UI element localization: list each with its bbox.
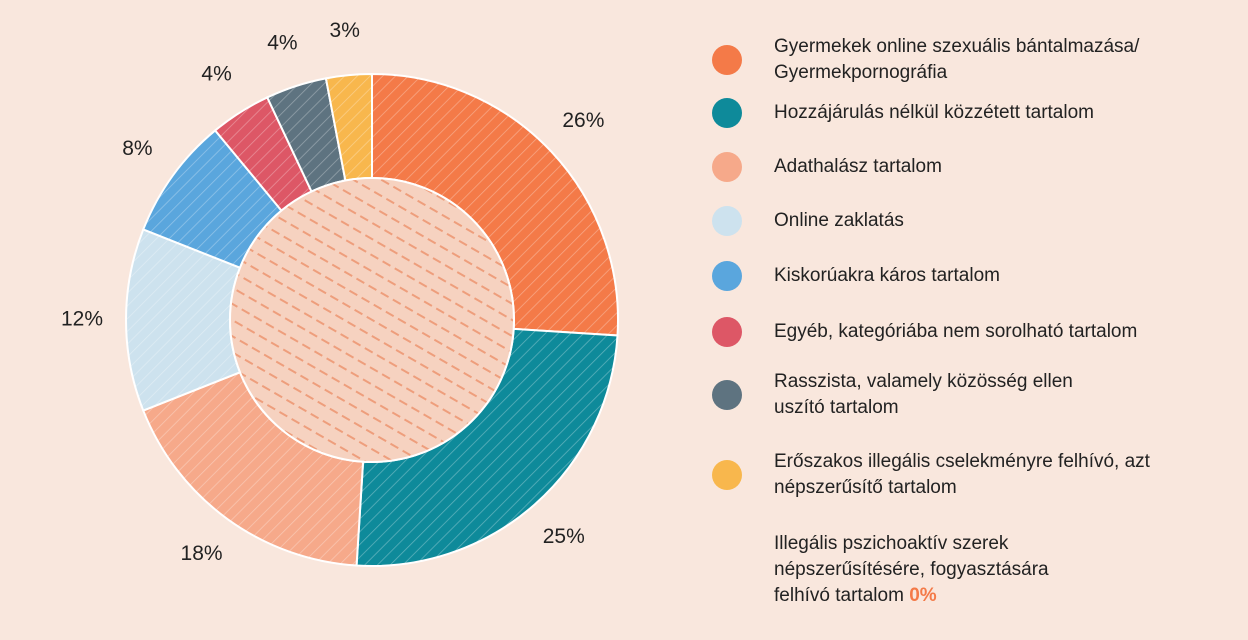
legend-item: Illegális pszichoaktív szerek népszerűsí… [712, 531, 1102, 609]
slice-hatch [126, 229, 240, 411]
legend-label: Rasszista, valamely közösség ellen uszít… [774, 369, 1112, 421]
legend-item: Hozzájárulás nélkül közzétett tartalom [712, 98, 1212, 128]
slice-label: 12% [61, 308, 103, 331]
slice-hatch [267, 78, 346, 192]
legend-text: Kiskorúakra káros tartalom [774, 265, 1000, 286]
legend-text: Rasszista, valamely közösség ellen uszít… [774, 371, 1073, 418]
legend-item: Erőszakos illegális cselekményre felhívó… [712, 449, 1182, 501]
legend-label: Online zaklatás [774, 208, 904, 234]
donut-center-border [229, 177, 515, 463]
slice-label: 25% [543, 525, 585, 548]
legend-label: Erőszakos illegális cselekményre felhívó… [774, 449, 1182, 501]
legend-item: Kiskorúakra káros tartalom [712, 261, 1212, 291]
legend-item: Adathalász tartalom [712, 152, 1212, 182]
legend-marker [712, 206, 742, 236]
legend-text: Gyermekek online szexuális bántalmazása/… [774, 36, 1140, 83]
legend-marker [712, 152, 742, 182]
slice-label: 8% [122, 137, 152, 160]
slice-label: 26% [562, 109, 604, 132]
legend-label: Kiskorúakra káros tartalom [774, 263, 1000, 289]
slice-hatch [143, 372, 364, 566]
legend-marker [712, 98, 742, 128]
legend-marker [712, 317, 742, 347]
legend-label: Adathalász tartalom [774, 154, 942, 180]
slice-hatch [215, 97, 312, 211]
legend-item: Egyéb, kategóriába nem sorolható tartalo… [712, 317, 1232, 347]
legend-label: Gyermekek online szexuális bántalmazása/… [774, 34, 1192, 86]
legend-label: Hozzájárulás nélkül közzétett tartalom [774, 100, 1094, 126]
legend-item: Gyermekek online szexuális bántalmazása/… [712, 34, 1192, 86]
donut-chart: 26% 25% 18% 12% 8% 4% 4% 3% [61, 19, 619, 567]
legend-marker [712, 460, 742, 490]
legend-label: Egyéb, kategóriába nem sorolható tartalo… [774, 319, 1137, 345]
legend-text: Adathalász tartalom [774, 156, 942, 177]
legend-marker [712, 261, 742, 291]
slice-label: 4% [201, 63, 231, 86]
legend-marker [712, 380, 742, 410]
legend-item: Rasszista, valamely közösség ellen uszít… [712, 369, 1112, 421]
legend-value: 0% [909, 585, 937, 606]
legend-marker [712, 45, 742, 75]
slice-hatch [325, 74, 372, 181]
legend-text: Illegális pszichoaktív szerek népszerűsí… [774, 533, 1049, 606]
slice-label: 18% [181, 542, 223, 565]
legend-label: Illegális pszichoaktív szerek népszerűsí… [774, 531, 1102, 609]
slice-label: 4% [267, 32, 297, 55]
legend-text: Hozzájárulás nélkül közzétett tartalom [774, 102, 1094, 123]
slice-hatch [143, 130, 282, 268]
legend-text: Erőszakos illegális cselekményre felhívó… [774, 451, 1150, 498]
legend-text: Egyéb, kategóriába nem sorolható tartalo… [774, 321, 1138, 342]
legend-item: Online zaklatás [712, 206, 1212, 236]
slice-label: 3% [330, 19, 360, 42]
slice-hatch [372, 74, 618, 336]
donut-center-texture [230, 178, 514, 462]
slice-hatch [356, 328, 618, 567]
legend-text: Online zaklatás [774, 210, 904, 231]
